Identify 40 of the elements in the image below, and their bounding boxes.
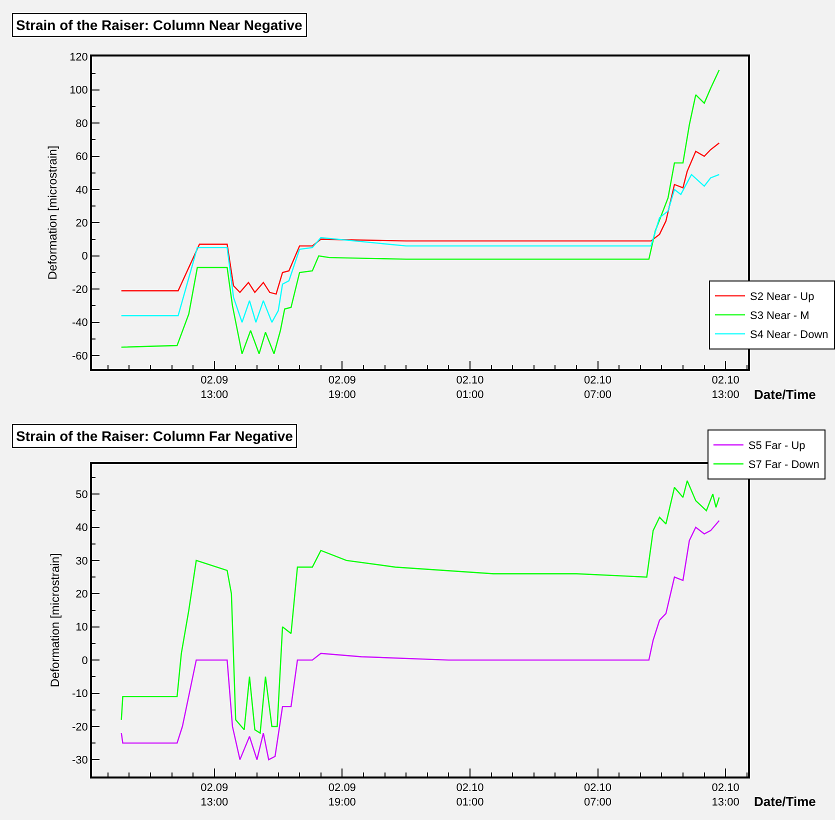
legend-label: S7 Far - Down — [748, 459, 820, 472]
x-tick-label: 02.10 13:00 — [712, 782, 740, 809]
x-tick-label: 02.10 07:00 — [584, 374, 612, 402]
x-tick-label: 02.09 13:00 — [200, 782, 228, 809]
y-tick-label: 20 — [76, 218, 88, 230]
y-tick-label: 120 — [70, 52, 88, 64]
x-tick-label: 02.10 01:00 — [456, 374, 484, 402]
chart-title: Strain of the Raiser: Column Far Negative — [16, 428, 294, 444]
x-axis-title: Date/Time — [754, 794, 816, 809]
y-tick-label: 40 — [76, 184, 88, 196]
chart-title: Strain of the Raiser: Column Near Negative — [16, 17, 303, 33]
y-tick-label: 0 — [82, 654, 88, 667]
y-tick-label: -60 — [72, 350, 88, 362]
y-tick-label: -40 — [72, 317, 88, 330]
legend-label: S2 Near - Up — [750, 291, 814, 304]
y-axis-title: Deformation [microstrain] — [45, 146, 60, 280]
y-tick-label: 40 — [76, 522, 88, 534]
legend-label: S3 Near - M — [750, 310, 810, 322]
y-tick-label: 0 — [82, 250, 88, 263]
y-tick-label: -20 — [72, 721, 88, 734]
x-tick-label: 02.09 13:00 — [200, 374, 228, 402]
x-axis-title: Date/Time — [754, 387, 816, 402]
y-tick-label: -20 — [72, 284, 88, 296]
y-tick-label: 80 — [76, 118, 88, 130]
y-tick-label: 10 — [76, 622, 88, 634]
x-tick-label: 02.09 19:00 — [328, 374, 356, 402]
y-tick-label: 50 — [76, 488, 88, 501]
x-tick-label: 02.10 13:00 — [712, 374, 740, 402]
x-tick-label: 02.10 07:00 — [584, 782, 612, 809]
legend-label: S5 Far - Up — [748, 440, 806, 452]
y-tick-label: -10 — [72, 688, 88, 700]
y-tick-label: 100 — [70, 84, 88, 97]
y-tick-label: -30 — [72, 754, 88, 767]
y-tick-label: 30 — [76, 555, 88, 568]
y-axis-title: Deformation [microstrain] — [48, 553, 62, 688]
legend-label: S4 Near - Down — [750, 329, 828, 342]
x-tick-label: 02.09 19:00 — [328, 782, 356, 809]
x-tick-label: 02.10 01:00 — [456, 782, 484, 809]
y-tick-label: 20 — [76, 588, 88, 601]
y-tick-label: 60 — [76, 151, 88, 164]
